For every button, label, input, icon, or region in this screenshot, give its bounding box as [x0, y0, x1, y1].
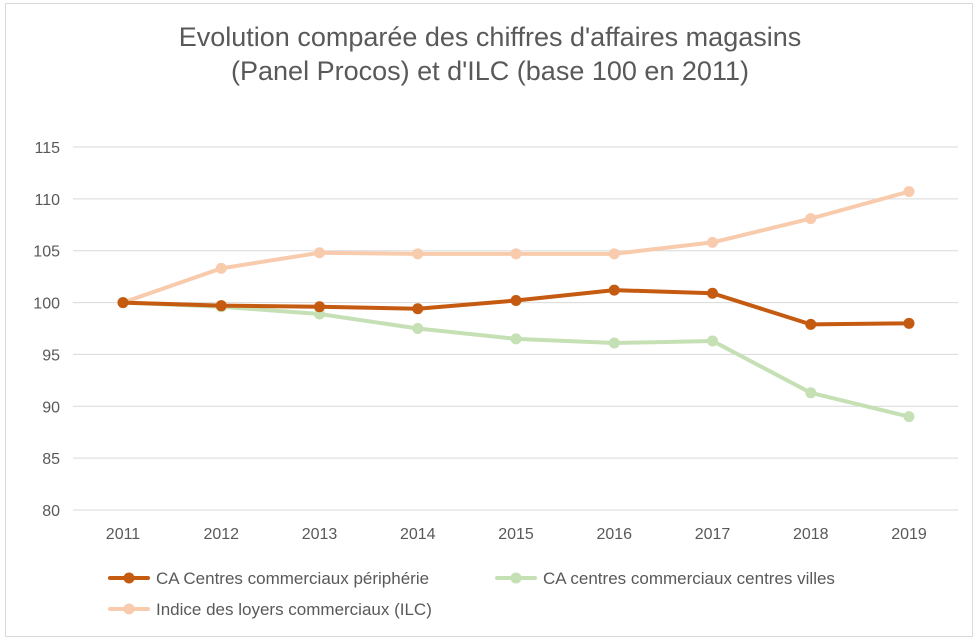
data-point — [707, 335, 718, 347]
legend-swatch-marker — [510, 572, 522, 584]
x-tick-label: 2012 — [203, 526, 239, 543]
legend-label: CA Centres commerciaux périphérie — [156, 569, 429, 588]
chart-title: Evolution comparée des chiffres d'affair… — [0, 20, 980, 88]
data-point — [215, 300, 227, 312]
x-tick-label: 2013 — [302, 526, 338, 543]
data-point — [707, 287, 718, 299]
series-1 — [117, 297, 915, 423]
data-point — [215, 262, 227, 274]
x-tick-label: 2019 — [891, 526, 927, 543]
data-point — [608, 337, 620, 349]
data-point — [805, 213, 817, 225]
legend-label: Indice des loyers commerciaux (ILC) — [156, 600, 432, 619]
legend-label: CA centres commerciaux centres villes — [543, 569, 835, 588]
y-tick-label: 80 — [42, 503, 60, 520]
series-line — [121, 189, 911, 305]
data-point — [117, 297, 129, 309]
data-point — [412, 303, 424, 315]
data-point — [314, 301, 325, 313]
y-tick-label: 100 — [33, 296, 60, 313]
x-tick-label: 2018 — [793, 526, 829, 543]
data-point — [903, 411, 915, 423]
y-tick-label: 115 — [34, 140, 60, 157]
data-point — [510, 248, 522, 260]
y-tick-label: 110 — [34, 192, 60, 209]
legend-item: Indice des loyers commerciaux (ILC) — [108, 600, 432, 619]
data-point — [805, 318, 817, 330]
y-tick-label: 90 — [42, 399, 60, 416]
gridlines — [73, 146, 958, 511]
y-tick-label: 105 — [33, 244, 60, 261]
data-point — [510, 333, 522, 345]
legend-item: CA centres commerciaux centres villes — [495, 569, 835, 588]
chart-title-line-1: Evolution comparée des chiffres d'affair… — [178, 22, 802, 52]
data-point — [314, 247, 325, 259]
legend-swatch-marker — [123, 603, 135, 615]
data-point — [412, 248, 424, 260]
y-tick-label: 85 — [42, 451, 60, 468]
x-tick-label: 2015 — [498, 526, 534, 543]
y-tick-label: 95 — [42, 347, 60, 364]
chart-title-line-2: (Panel Procos) et d'ILC (base 100 en 201… — [231, 56, 749, 86]
x-tick-label: 2016 — [596, 526, 632, 543]
series-2 — [117, 186, 915, 309]
series-0 — [117, 284, 915, 330]
data-point — [903, 186, 915, 198]
legend: CA Centres commerciaux périphérie CA cent… — [108, 569, 835, 619]
data-point — [510, 294, 522, 306]
x-axis: 2011 2012 2013 2014 2015 2016 2017 2018 2019 — [106, 526, 927, 543]
legend-swatch-marker — [123, 572, 135, 584]
series-group — [117, 186, 915, 423]
data-point — [608, 284, 620, 296]
data-point — [412, 323, 424, 334]
data-point — [608, 248, 620, 260]
y-axis: 80 85 90 95 100 105 110 115 — [33, 140, 60, 520]
data-point — [903, 317, 915, 329]
data-point — [707, 236, 718, 248]
x-tick-label: 2011 — [106, 526, 141, 543]
data-point — [805, 387, 817, 399]
legend-item: CA Centres commerciaux périphérie — [108, 569, 429, 588]
x-tick-label: 2017 — [695, 526, 731, 543]
x-tick-label: 2014 — [400, 526, 436, 543]
